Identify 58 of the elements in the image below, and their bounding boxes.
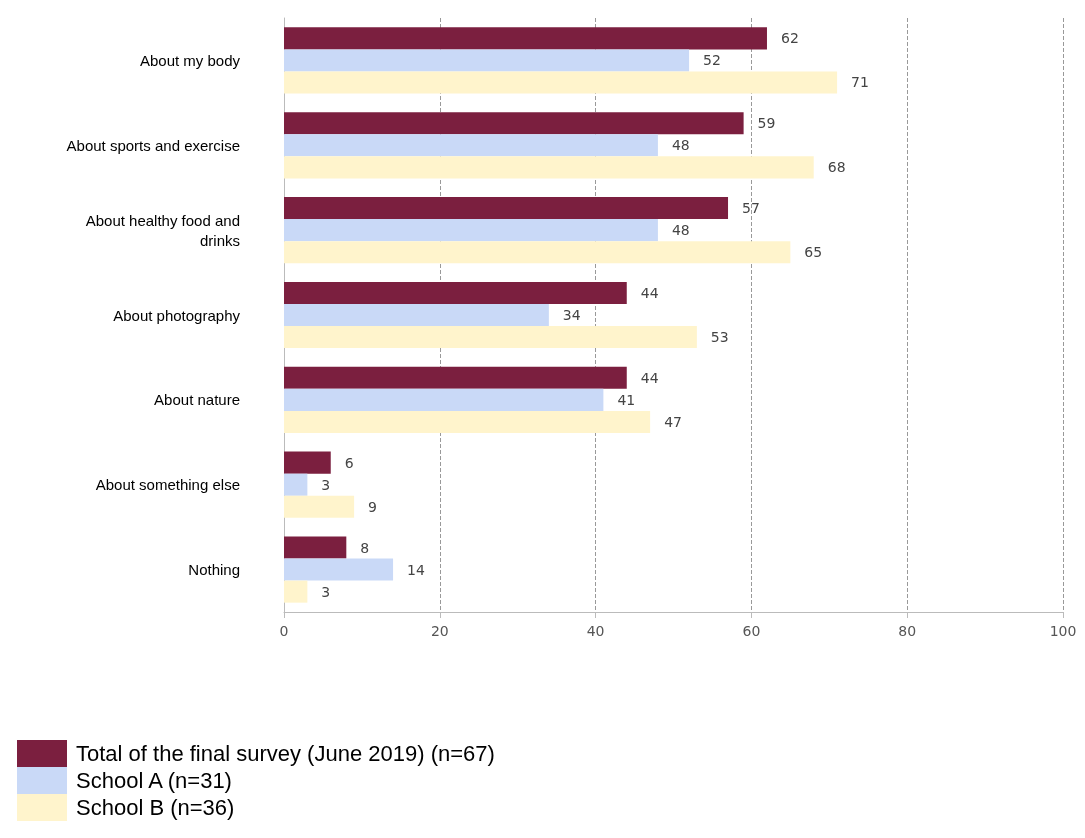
data-label: 3 bbox=[321, 476, 331, 493]
x-tick-label: 100 bbox=[1049, 623, 1077, 639]
bar bbox=[284, 558, 394, 581]
data-label: 3 bbox=[321, 583, 331, 600]
data-label: 62 bbox=[780, 30, 799, 47]
x-tick-label: 20 bbox=[430, 623, 449, 639]
bar bbox=[284, 388, 604, 411]
data-label: 65 bbox=[804, 244, 823, 261]
bar bbox=[284, 49, 690, 72]
bar bbox=[284, 134, 658, 157]
data-label: 48 bbox=[671, 137, 690, 154]
bar bbox=[284, 197, 729, 220]
data-label: 48 bbox=[671, 222, 690, 239]
bar bbox=[284, 473, 308, 496]
bar bbox=[284, 156, 814, 179]
data-label: 59 bbox=[757, 115, 776, 132]
data-label: 6 bbox=[344, 454, 354, 471]
bar bbox=[284, 410, 651, 433]
bar bbox=[284, 366, 627, 389]
data-label: 9 bbox=[368, 498, 378, 515]
bar bbox=[284, 71, 838, 94]
bar bbox=[284, 495, 355, 518]
bar bbox=[284, 451, 331, 474]
x-tick-label: 40 bbox=[586, 623, 605, 639]
x-tick-label: 60 bbox=[742, 623, 761, 639]
data-label: 47 bbox=[664, 413, 682, 430]
data-label: 14 bbox=[407, 561, 425, 578]
data-label: 34 bbox=[562, 307, 581, 323]
bar bbox=[284, 241, 791, 264]
x-tick-label: 0 bbox=[279, 623, 289, 639]
legend-label: School B (n=36) bbox=[76, 795, 235, 820]
bar bbox=[284, 27, 767, 50]
y-tick-label: About nature bbox=[154, 391, 240, 409]
data-label: 52 bbox=[703, 52, 721, 69]
data-label: 53 bbox=[710, 329, 729, 346]
legend-label: Total of the final survey (June 2019) (n=67) bbox=[76, 741, 495, 766]
y-tick-label: About healthy food and drinks bbox=[85, 211, 240, 249]
data-label: 8 bbox=[360, 539, 370, 556]
bar bbox=[284, 281, 627, 304]
bar bbox=[284, 112, 744, 135]
y-tick-label: Nothing bbox=[188, 561, 240, 579]
x-tick-label: 80 bbox=[898, 623, 917, 639]
data-label: 44 bbox=[640, 369, 659, 386]
data-label: 41 bbox=[617, 391, 636, 408]
data-label: 57 bbox=[742, 200, 760, 217]
y-tick-label: About photography bbox=[113, 306, 241, 324]
y-tick-label: About sports and exercise bbox=[66, 136, 240, 154]
data-label: 44 bbox=[640, 284, 659, 301]
bar bbox=[284, 219, 658, 242]
bar bbox=[284, 303, 549, 327]
data-label: 71 bbox=[851, 74, 869, 91]
y-tick-label: About something else bbox=[95, 476, 240, 494]
bar bbox=[284, 536, 347, 559]
data-label: 68 bbox=[827, 159, 846, 176]
bar bbox=[284, 326, 697, 349]
y-tick-label: About my body bbox=[139, 51, 241, 69]
legend-label: School A (n=31) bbox=[76, 768, 232, 793]
bar bbox=[284, 580, 308, 603]
